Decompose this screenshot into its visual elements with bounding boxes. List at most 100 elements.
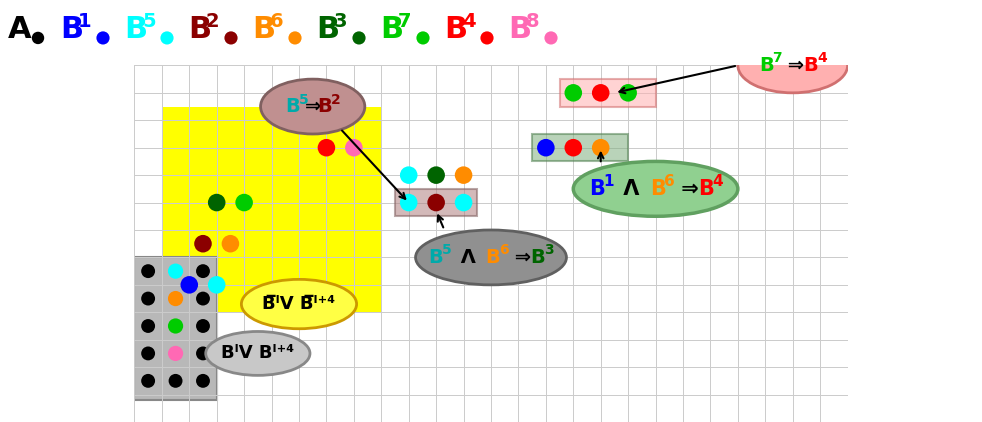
Text: B: B xyxy=(444,15,467,44)
Point xyxy=(30,35,46,41)
Bar xyxy=(395,189,477,216)
Point xyxy=(428,172,444,179)
Bar xyxy=(162,106,381,312)
Point xyxy=(195,241,211,247)
Point xyxy=(195,295,211,302)
Point xyxy=(223,35,239,41)
Text: 6: 6 xyxy=(664,174,675,189)
Text: 4: 4 xyxy=(462,12,475,31)
Text: ⇒: ⇒ xyxy=(781,56,804,75)
Text: 4: 4 xyxy=(817,51,827,65)
Text: Λ: Λ xyxy=(455,248,483,267)
Text: 4: 4 xyxy=(712,174,723,189)
Point xyxy=(195,377,211,384)
Text: 6: 6 xyxy=(499,243,509,257)
Text: 7: 7 xyxy=(398,12,411,31)
Text: B: B xyxy=(698,179,714,199)
Point xyxy=(237,199,252,206)
Point xyxy=(428,199,444,206)
Point xyxy=(168,295,184,302)
Ellipse shape xyxy=(737,38,847,93)
Text: B: B xyxy=(380,15,404,44)
Point xyxy=(140,350,156,357)
Point xyxy=(346,144,361,151)
Point xyxy=(543,35,559,41)
Point xyxy=(159,35,175,41)
Point xyxy=(168,322,184,329)
Ellipse shape xyxy=(260,79,365,134)
Point xyxy=(538,144,554,151)
Text: 3: 3 xyxy=(334,12,348,31)
Point xyxy=(566,89,581,96)
Point xyxy=(415,35,431,41)
Point xyxy=(182,281,197,288)
Text: 1: 1 xyxy=(603,174,614,189)
Point xyxy=(168,377,184,384)
Point xyxy=(456,199,471,206)
Text: B: B xyxy=(803,56,818,75)
Text: 2: 2 xyxy=(331,92,341,106)
Point xyxy=(195,350,211,357)
Text: B: B xyxy=(650,179,666,199)
Point xyxy=(168,350,184,357)
Text: B: B xyxy=(486,248,501,267)
Point xyxy=(95,35,111,41)
Point xyxy=(479,35,495,41)
Text: B: B xyxy=(530,248,545,267)
Text: 7: 7 xyxy=(773,51,782,65)
Text: B: B xyxy=(759,56,774,75)
Point xyxy=(456,172,471,179)
Point xyxy=(593,144,609,151)
Text: 8: 8 xyxy=(526,12,540,31)
Text: 5: 5 xyxy=(442,243,452,257)
Bar xyxy=(532,134,628,161)
Text: B: B xyxy=(429,248,444,267)
Ellipse shape xyxy=(415,230,567,285)
Ellipse shape xyxy=(205,332,310,376)
Text: B: B xyxy=(60,15,83,44)
Text: 1: 1 xyxy=(78,12,91,31)
Point xyxy=(140,268,156,274)
Text: 5: 5 xyxy=(142,12,155,31)
Point xyxy=(401,172,416,179)
Point xyxy=(318,144,334,151)
Text: B: B xyxy=(316,15,339,44)
Text: B: B xyxy=(188,15,211,44)
Text: B: B xyxy=(252,15,275,44)
Bar xyxy=(135,257,217,400)
Text: ⇒: ⇒ xyxy=(674,179,698,199)
Text: B̅ᴵV B̅ᴵ⁺⁴: B̅ᴵV B̅ᴵ⁺⁴ xyxy=(262,295,336,313)
Point xyxy=(168,268,184,274)
Text: A: A xyxy=(8,15,31,44)
Point xyxy=(401,199,416,206)
Point xyxy=(223,241,239,247)
Bar xyxy=(560,79,656,106)
Text: BᴵV Bᴵ⁺⁴: BᴵV Bᴵ⁺⁴ xyxy=(221,344,295,362)
Point xyxy=(195,268,211,274)
Text: Λ: Λ xyxy=(617,179,647,199)
Point xyxy=(140,322,156,329)
Point xyxy=(287,35,302,41)
Point xyxy=(621,89,636,96)
Text: B: B xyxy=(317,97,332,116)
Point xyxy=(566,144,581,151)
Point xyxy=(140,377,156,384)
Text: ⇒: ⇒ xyxy=(508,248,531,267)
Point xyxy=(352,35,367,41)
Text: 2: 2 xyxy=(206,12,220,31)
Ellipse shape xyxy=(242,279,356,329)
Text: B: B xyxy=(589,179,605,199)
Text: B: B xyxy=(285,97,300,116)
Ellipse shape xyxy=(573,161,737,216)
Text: 5: 5 xyxy=(299,92,308,106)
Point xyxy=(195,322,211,329)
Text: ⇒: ⇒ xyxy=(304,97,321,116)
Text: B: B xyxy=(508,15,531,44)
Point xyxy=(209,199,225,206)
Point xyxy=(140,295,156,302)
Text: 3: 3 xyxy=(544,243,554,257)
Point xyxy=(593,89,609,96)
Text: 6: 6 xyxy=(270,12,284,31)
Point xyxy=(209,281,225,288)
Text: B: B xyxy=(124,15,147,44)
